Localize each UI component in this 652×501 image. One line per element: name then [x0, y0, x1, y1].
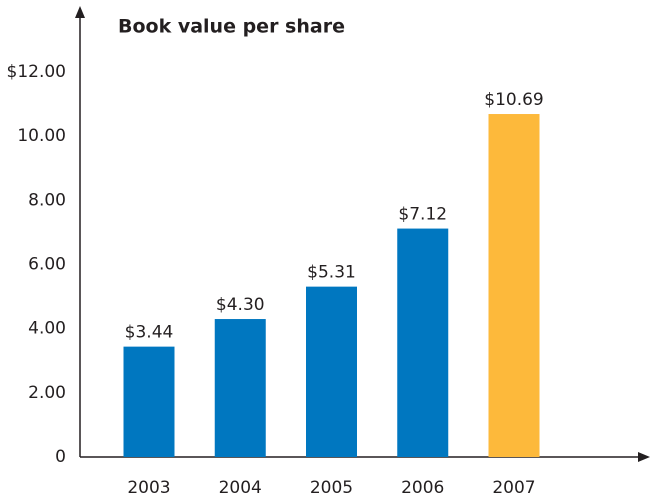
value-label: $10.69: [484, 90, 543, 110]
bar: [488, 114, 540, 457]
x-tick-label: 2007: [492, 478, 535, 498]
y-tick-label: 8.00: [28, 190, 66, 210]
y-tick-label: 6.00: [28, 255, 66, 275]
x-tick-label: 2006: [401, 478, 444, 498]
value-label: $4.30: [216, 295, 265, 315]
value-label: $5.31: [307, 263, 356, 283]
bar: [123, 346, 175, 457]
y-tick-label: 4.00: [28, 319, 66, 339]
x-tick-label: 2005: [310, 478, 353, 498]
value-label: $3.44: [125, 323, 174, 343]
y-tick-label: 10.00: [17, 126, 66, 146]
y-tick-label: 2.00: [28, 383, 66, 403]
y-axis-arrow: [75, 6, 85, 18]
y-tick-label: 0: [55, 447, 66, 467]
bar: [214, 319, 266, 457]
bar: [306, 286, 357, 457]
x-tick-label: 2004: [219, 478, 262, 498]
x-axis-arrow: [638, 452, 650, 462]
chart-title: Book value per share: [118, 16, 345, 38]
y-tick-label: $12.00: [7, 62, 66, 82]
bar: [397, 228, 449, 457]
value-label: $7.12: [398, 205, 447, 225]
x-tick-label: 2003: [127, 478, 170, 498]
